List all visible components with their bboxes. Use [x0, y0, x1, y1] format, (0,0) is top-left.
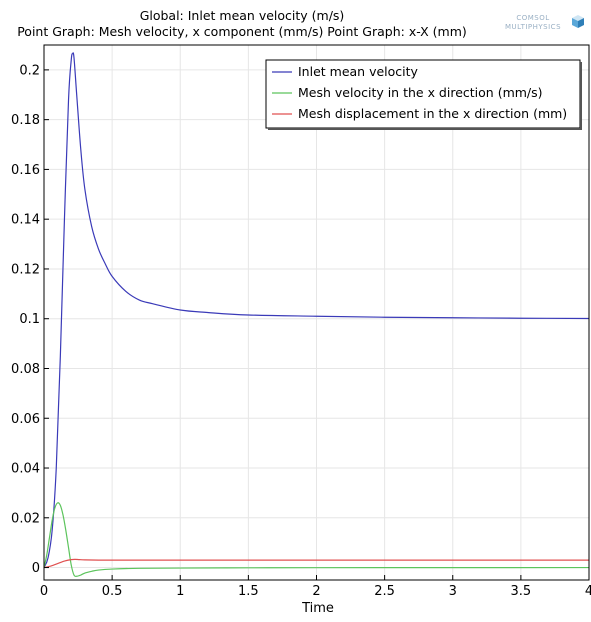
- y-tick-label: 0.04: [11, 462, 40, 477]
- x-tick-label: 3: [449, 584, 457, 599]
- chart-title-line-2: Point Graph: Mesh velocity, x component …: [17, 24, 467, 39]
- y-tick-label: 0.2: [19, 63, 40, 78]
- chart-title-line-1: Global: Inlet mean velocity (m/s): [140, 8, 345, 23]
- x-tick-label: 3.5: [511, 584, 532, 599]
- legend-entry-inlet: Inlet mean velocity: [298, 64, 419, 79]
- mesh-velocity-line: [43, 502, 590, 577]
- x-tick-label: 2.5: [374, 584, 395, 599]
- y-tick-label: 0.02: [11, 511, 40, 526]
- x-tick-label: 1: [176, 584, 184, 599]
- y-tick-label: 0: [32, 561, 40, 576]
- y-tick-label: 0.06: [11, 412, 40, 427]
- logo-line-2: MULTIPHYSICS: [505, 23, 561, 31]
- x-tick-label: 2: [312, 584, 320, 599]
- series-layer: [43, 52, 590, 577]
- y-tick-label: 0.08: [11, 362, 40, 377]
- y-tick-label: 0.14: [11, 213, 40, 228]
- comsol-logo: COMSOL MULTIPHYSICS: [505, 14, 584, 31]
- y-tick-label: 0.12: [11, 262, 40, 277]
- y-tick-label: 0.18: [11, 113, 40, 128]
- y-tick-label: 0.1: [19, 312, 40, 327]
- legend-box: [265, 59, 581, 129]
- legend-shadow-bottom: [268, 128, 582, 130]
- inlet-mean-velocity-line: [43, 52, 590, 568]
- logo-line-1: COMSOL: [516, 14, 549, 22]
- x-tick-label: 1.5: [238, 584, 259, 599]
- ticks: 0 0.5 1 1.5 2 2.5 3 3.5 4 0 0.02 0.04 0.06 0.08 0.1 0.1…: [11, 63, 591, 599]
- x-tick-label: 0: [40, 584, 48, 599]
- x-tick-label: 0.5: [102, 584, 123, 599]
- legend-entry-mesh-velocity: Mesh velocity in the x direction (mm/s): [298, 85, 543, 100]
- legend-shadow-right: [580, 62, 582, 130]
- logo-cube-icon: [572, 15, 584, 28]
- y-tick-label: 0.16: [11, 163, 40, 178]
- legend-entry-mesh-displacement: Mesh displacement in the x direction (mm…: [298, 106, 567, 121]
- x-tick-label: 4: [585, 584, 591, 599]
- mesh-displacement-line: [43, 558, 589, 569]
- x-axis-label: Time: [301, 601, 334, 616]
- legend: Inlet mean velocity Mesh velocity in the…: [265, 59, 582, 130]
